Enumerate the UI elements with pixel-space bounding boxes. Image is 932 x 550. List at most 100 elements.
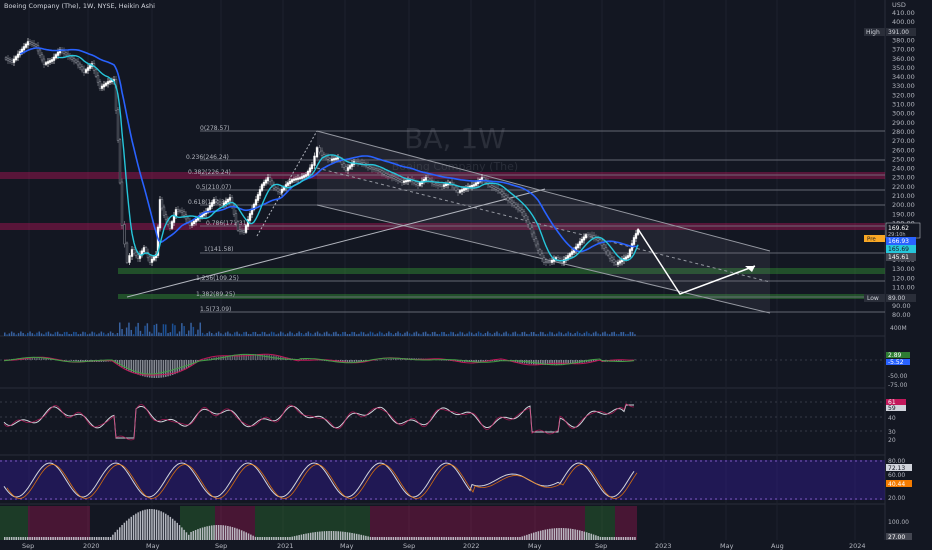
- macd-hist-bar: [634, 359, 636, 360]
- volume-bar: [305, 332, 307, 336]
- macd-hist-bar: [544, 360, 546, 365]
- hist-bar: [441, 537, 443, 540]
- hist-bar: [6, 537, 8, 540]
- hist-bar: [171, 518, 174, 540]
- hist-bar: [190, 531, 192, 540]
- macd-hist-bar: [160, 360, 162, 378]
- hist-bar: [429, 537, 431, 540]
- volume-bar: [342, 332, 344, 336]
- support-zone-upper: [118, 268, 885, 274]
- hist-bar: [443, 537, 445, 540]
- projection-arrow[interactable]: [637, 228, 756, 295]
- volume-bar: [572, 334, 574, 336]
- price-axis[interactable]: USD410.00400.00390.00380.00370.00360.003…: [892, 1, 915, 319]
- candle-body: [502, 193, 506, 197]
- hist-value: 27.00: [888, 534, 905, 541]
- macd-hist-bar: [480, 360, 482, 362]
- rsi-level-30: 30: [888, 429, 896, 436]
- hist-bar: [383, 537, 385, 540]
- hist-bar: [574, 529, 576, 540]
- candle-body: [80, 66, 84, 71]
- time-axis[interactable]: Sep 2020 May Sep 2021 May Sep 2022 May Sep 2023 May…: [22, 542, 866, 550]
- price-axis-label: 210.00: [892, 192, 915, 200]
- macd-hist-bar: [148, 360, 151, 378]
- time-axis-label: Aug: [771, 542, 784, 550]
- hist-bar: [305, 533, 307, 540]
- volume-bar: [275, 334, 277, 336]
- candle-body: [426, 177, 430, 181]
- hist-bar: [139, 511, 142, 540]
- hist-bar: [10, 537, 13, 540]
- volume-bar: [201, 332, 204, 336]
- hist-bar: [162, 512, 165, 540]
- candle-body: [52, 56, 56, 61]
- volume-bar: [307, 331, 310, 336]
- volume-bar: [434, 331, 436, 336]
- candle-body: [160, 199, 164, 209]
- candle-body: [438, 184, 442, 187]
- hist-bar: [40, 537, 43, 540]
- macd-pane: [0, 353, 885, 378]
- hist-bar: [358, 534, 360, 540]
- price-axis-label: 220.00: [892, 183, 915, 191]
- candle-body: [6, 58, 10, 61]
- volume-bar: [109, 331, 112, 336]
- macd-hist-bar: [342, 360, 344, 362]
- candle-body: [176, 209, 180, 212]
- hist-bar: [316, 531, 319, 540]
- hist-bar: [208, 525, 211, 540]
- candle-body: [472, 184, 476, 187]
- hist-bar: [185, 532, 188, 540]
- candle-body: [340, 160, 344, 165]
- hist-bar: [254, 536, 257, 540]
- candle-body: [256, 194, 260, 201]
- volume-bar: [631, 332, 634, 336]
- volume-bar: [438, 334, 441, 336]
- candle-body: [214, 199, 218, 202]
- volume-bar: [63, 332, 66, 336]
- volume-bar: [422, 332, 425, 336]
- candle-body: [460, 189, 464, 192]
- time-axis-label: May: [720, 542, 734, 550]
- macd-hist-bar: [33, 358, 36, 360]
- candle-body: [132, 249, 136, 254]
- hist-bar: [234, 527, 236, 540]
- candle-body: [518, 207, 522, 211]
- macd-hist-bar: [158, 360, 160, 378]
- candle-body: [414, 181, 418, 185]
- hist-bar: [503, 537, 505, 540]
- volume-bar: [194, 334, 197, 336]
- volume-bar: [206, 333, 208, 336]
- hist-bar: [280, 537, 282, 540]
- hist-bar: [213, 525, 215, 540]
- hist-bar: [291, 536, 293, 540]
- fib-label: 0.5(210.07): [196, 184, 231, 191]
- volume-bar: [224, 332, 227, 336]
- volume-bar: [252, 331, 254, 336]
- hist-bar: [250, 534, 252, 540]
- hist-bar: [613, 537, 615, 540]
- hist-bar: [353, 533, 356, 540]
- candle-body: [74, 59, 78, 63]
- hist-level-100: 100.00: [888, 519, 909, 526]
- candle-body: [590, 234, 594, 237]
- trend-line[interactable]: [126, 188, 546, 298]
- volume-bar: [158, 332, 160, 336]
- volume-bar: [514, 331, 517, 336]
- macd-hist-bar: [470, 360, 473, 362]
- candle-body: [586, 234, 590, 237]
- volume-bar: [116, 332, 119, 336]
- rsi-level-20: 20: [888, 437, 896, 444]
- candle-body: [372, 167, 376, 170]
- candle-body: [462, 188, 466, 191]
- volume-bar: [576, 331, 579, 336]
- descending-channel-fill: [317, 131, 770, 313]
- hist-bar: [300, 534, 303, 540]
- volume-bar: [22, 332, 24, 336]
- stoch-pane: [0, 460, 885, 500]
- volume-bar: [199, 322, 201, 336]
- volume-bar: [443, 332, 445, 336]
- candle-body: [510, 200, 514, 204]
- candle-body: [610, 257, 614, 261]
